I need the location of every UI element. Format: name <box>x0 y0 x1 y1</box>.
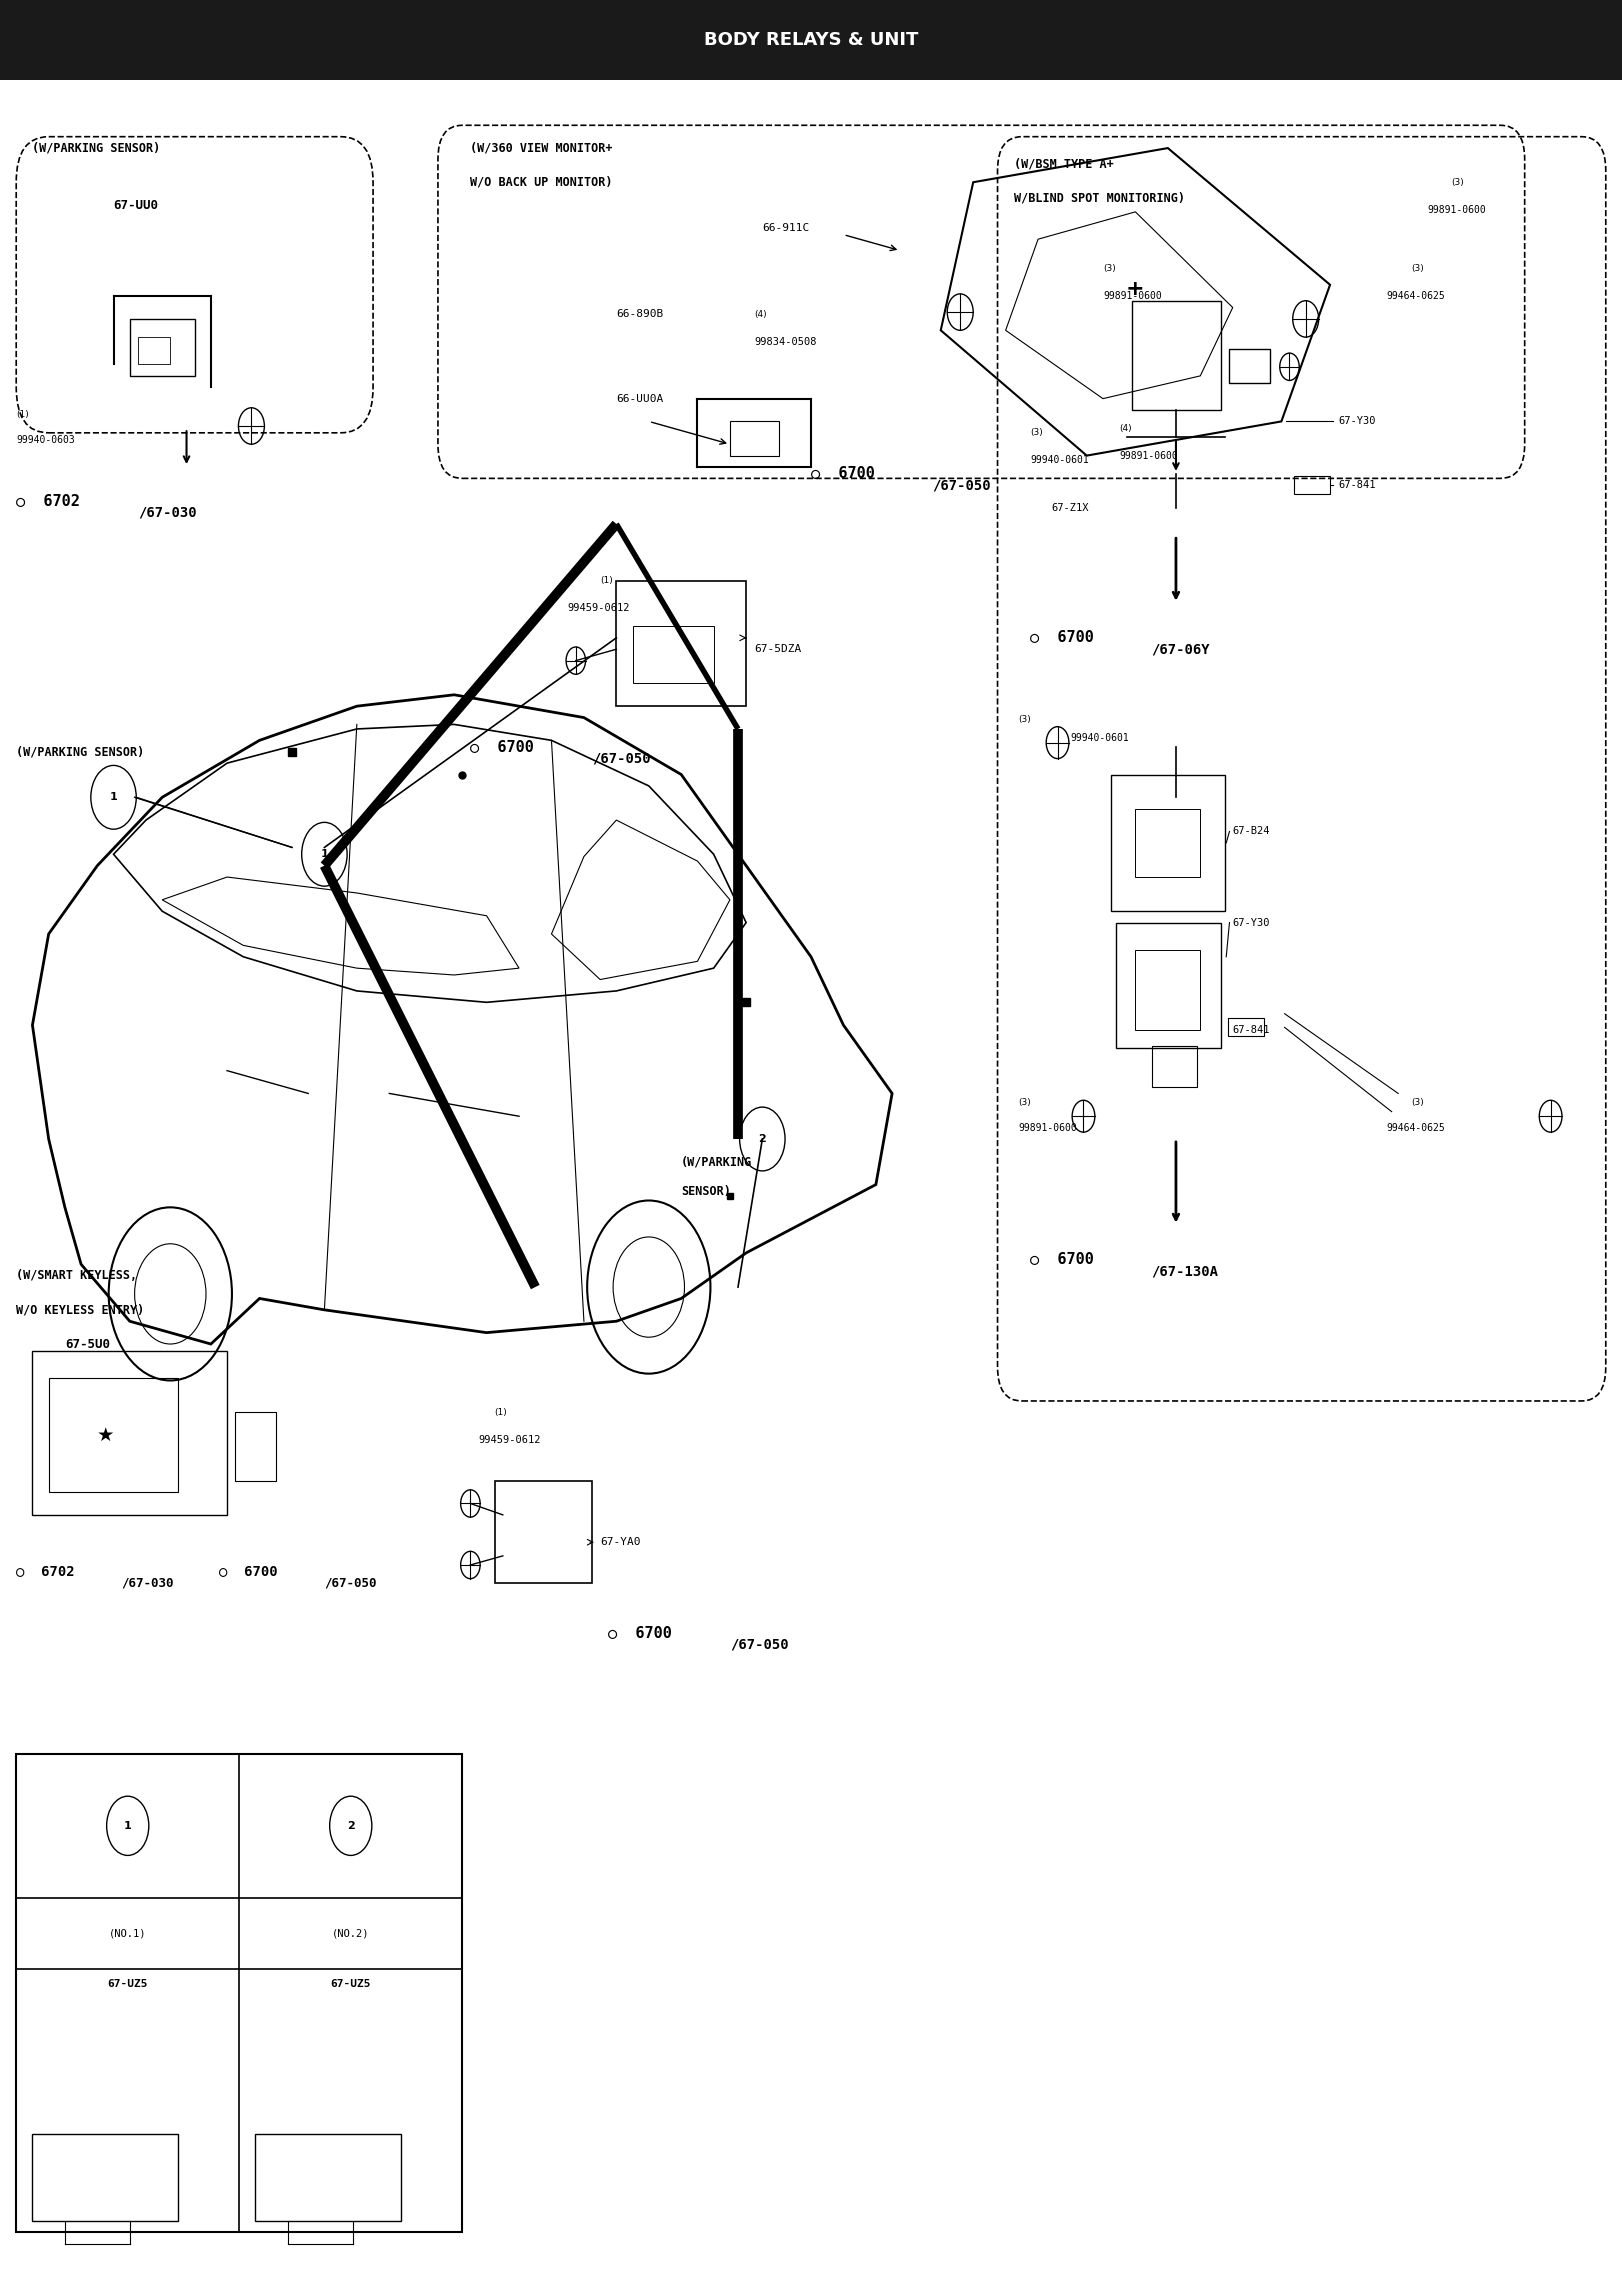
Text: (NO.1): (NO.1) <box>109 1929 146 1939</box>
Text: +: + <box>1126 280 1145 298</box>
Text: (W/BSM TYPE A+: (W/BSM TYPE A+ <box>1014 157 1113 171</box>
Bar <box>1294 476 1330 494</box>
Bar <box>1132 301 1221 410</box>
Bar <box>633 626 714 683</box>
Text: 99940-0601: 99940-0601 <box>1071 734 1129 743</box>
Text: ○  6700: ○ 6700 <box>608 1626 672 1640</box>
Text: /67-050: /67-050 <box>730 1638 788 1652</box>
Text: (NO.2): (NO.2) <box>333 1929 370 1939</box>
Text: ○  6702: ○ 6702 <box>16 494 79 508</box>
Text: 99464-0625: 99464-0625 <box>1387 1123 1445 1132</box>
Text: 66-911C: 66-911C <box>762 223 809 232</box>
Text: W/BLIND SPOT MONITORING): W/BLIND SPOT MONITORING) <box>1014 191 1184 205</box>
Text: (W/SMART KEYLESS,: (W/SMART KEYLESS, <box>16 1269 138 1283</box>
Text: /67-06Y: /67-06Y <box>1152 642 1210 656</box>
Bar <box>1111 775 1225 911</box>
Text: 67-UZ5: 67-UZ5 <box>331 1980 371 1989</box>
Text: ○  6700: ○ 6700 <box>1030 1253 1093 1267</box>
Text: /67-130A: /67-130A <box>1152 1264 1218 1278</box>
Text: /67-050: /67-050 <box>324 1576 376 1590</box>
Text: (1): (1) <box>495 1408 508 1417</box>
Bar <box>1229 349 1270 383</box>
Text: 67-841: 67-841 <box>1233 1025 1270 1034</box>
Text: (W/PARKING SENSOR): (W/PARKING SENSOR) <box>32 141 161 155</box>
Text: 1: 1 <box>321 850 328 859</box>
Text: 2: 2 <box>347 1820 355 1832</box>
Text: 99891-0600: 99891-0600 <box>1019 1123 1077 1132</box>
Bar <box>1135 809 1200 877</box>
Text: (3): (3) <box>1452 178 1465 187</box>
Text: 99940-0601: 99940-0601 <box>1030 456 1088 465</box>
Text: 67-5U0: 67-5U0 <box>65 1337 110 1351</box>
Text: BODY RELAYS & UNIT: BODY RELAYS & UNIT <box>704 32 918 48</box>
Bar <box>1116 923 1221 1048</box>
Text: (1): (1) <box>16 410 29 419</box>
Text: 99891-0600: 99891-0600 <box>1119 451 1178 460</box>
Text: 1: 1 <box>123 1820 131 1832</box>
Text: ★: ★ <box>97 1426 114 1444</box>
Text: 67-Y30: 67-Y30 <box>1338 417 1375 426</box>
Text: ○  6700: ○ 6700 <box>1030 631 1093 645</box>
Text: SENSOR): SENSOR) <box>681 1185 732 1198</box>
Text: (3): (3) <box>1103 264 1116 273</box>
Bar <box>235 1412 276 1481</box>
Text: 67-B24: 67-B24 <box>1233 827 1270 836</box>
Text: (3): (3) <box>1411 264 1424 273</box>
Text: 67-Z1X: 67-Z1X <box>1051 503 1088 513</box>
Text: 99464-0625: 99464-0625 <box>1387 292 1445 301</box>
Text: W/O BACK UP MONITOR): W/O BACK UP MONITOR) <box>470 175 613 189</box>
Bar <box>130 319 195 376</box>
Bar <box>32 1351 227 1515</box>
Bar <box>730 421 779 456</box>
Bar <box>1228 1018 1264 1036</box>
Text: /67-030: /67-030 <box>138 506 196 519</box>
Bar <box>495 1481 592 1583</box>
Text: (W/PARKING: (W/PARKING <box>681 1155 753 1169</box>
Text: 99834-0508: 99834-0508 <box>754 337 817 346</box>
Text: ○  6700: ○ 6700 <box>219 1565 277 1579</box>
Text: 99891-0600: 99891-0600 <box>1427 205 1486 214</box>
Text: 99459-0612: 99459-0612 <box>568 604 631 613</box>
Bar <box>256 2134 402 2221</box>
Bar <box>1152 1046 1197 1087</box>
Text: (3): (3) <box>1019 1098 1032 1107</box>
Text: 66-UU0A: 66-UU0A <box>616 394 663 403</box>
Text: (3): (3) <box>1411 1098 1424 1107</box>
Text: 67-YA0: 67-YA0 <box>600 1538 641 1547</box>
Text: 67-841: 67-841 <box>1338 481 1375 490</box>
Bar <box>49 1378 178 1492</box>
Text: /67-050: /67-050 <box>933 478 991 492</box>
Text: (1): (1) <box>600 576 613 585</box>
Text: (3): (3) <box>1030 428 1043 437</box>
Bar <box>616 581 746 706</box>
Text: /67-030: /67-030 <box>122 1576 174 1590</box>
Text: W/O KEYLESS ENTRY): W/O KEYLESS ENTRY) <box>16 1303 144 1317</box>
Text: 99891-0600: 99891-0600 <box>1103 292 1161 301</box>
Bar <box>0 0 1622 80</box>
Text: for your Mazda: for your Mazda <box>764 91 858 105</box>
Text: ○  6702: ○ 6702 <box>16 1565 75 1579</box>
Text: 67-UZ5: 67-UZ5 <box>107 1980 148 1989</box>
Bar <box>16 1754 462 2232</box>
Text: (W/360 VIEW MONITOR+: (W/360 VIEW MONITOR+ <box>470 141 613 155</box>
Text: 66-890B: 66-890B <box>616 310 663 319</box>
Text: 67-Y30: 67-Y30 <box>1233 918 1270 927</box>
Text: (4): (4) <box>754 310 767 319</box>
Text: /67-050: /67-050 <box>592 752 650 765</box>
Text: 67-5DZA: 67-5DZA <box>754 645 801 654</box>
Text: 2: 2 <box>759 1134 766 1144</box>
Text: ○  6700: ○ 6700 <box>470 740 534 754</box>
Text: 99940-0603: 99940-0603 <box>16 435 75 444</box>
Bar <box>1135 950 1200 1030</box>
Text: 1: 1 <box>110 793 117 802</box>
Text: (4): (4) <box>1119 424 1132 433</box>
Bar <box>32 2134 178 2221</box>
Text: (3): (3) <box>1019 715 1032 724</box>
Text: (W/PARKING SENSOR): (W/PARKING SENSOR) <box>16 745 144 759</box>
Text: 67-UU0: 67-UU0 <box>114 198 159 212</box>
Bar <box>138 337 170 364</box>
Text: 99459-0612: 99459-0612 <box>478 1435 542 1444</box>
Text: ○  6700: ○ 6700 <box>811 467 874 481</box>
